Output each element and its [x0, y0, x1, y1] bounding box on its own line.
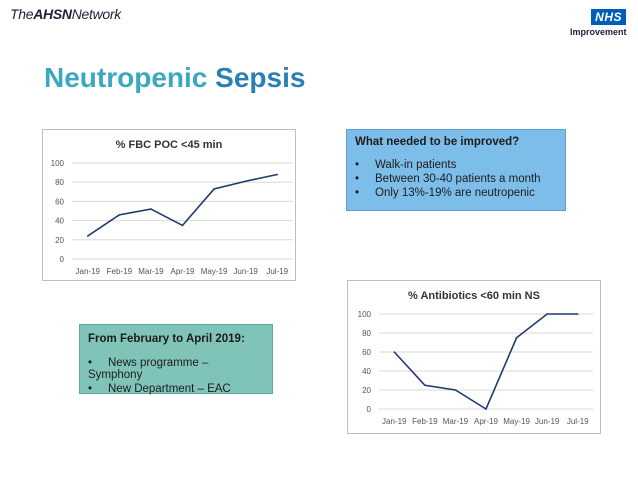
data-point	[276, 173, 279, 176]
x-tick-label: Jul-19	[567, 417, 589, 426]
list-item-text: New Department – EAC	[108, 383, 231, 395]
brand-suffix: Network	[71, 6, 122, 22]
nhs-sub-label: Improvement	[570, 27, 627, 37]
antibiotics-chart: % Antibiotics <60 min NS 0 20 40 60 80 100 Jan…	[347, 280, 601, 434]
x-tick-label: Feb-19	[412, 417, 438, 426]
brand-prefix: The	[10, 6, 34, 22]
x-tick-label: Feb-19	[107, 267, 133, 276]
y-tick-label: 100	[358, 310, 372, 319]
y-tick-label: 0	[60, 255, 65, 264]
interventions-box: From February to April 2019: • News progr…	[79, 324, 273, 395]
nhs-improvement-logo: NHS Improvement	[570, 8, 627, 37]
ahsn-network-logo: TheAHSNNetwork	[10, 6, 121, 22]
series-line	[87, 173, 278, 237]
bullet: •	[355, 159, 360, 171]
x-tick-label: Mar-19	[138, 267, 164, 276]
data-point	[181, 224, 184, 227]
x-tick-label: May-19	[201, 267, 228, 276]
title-part1: Neutropenic	[44, 62, 208, 93]
list-item-text: Only 13%-19% are neutropenic	[375, 187, 535, 199]
data-point	[576, 313, 579, 315]
antibiotics-chart-plot: 0 20 40 60 80 100 Jan-19 Feb-19 Mar-19 Apr-19 May-…	[358, 310, 593, 426]
bullet: •	[88, 383, 93, 395]
x-tick-label: Mar-19	[443, 417, 469, 426]
chart-title: % FBC POC <45 min	[115, 139, 223, 151]
x-tick-label: Apr-19	[170, 267, 195, 276]
chart-title: % Antibiotics <60 min NS	[408, 290, 540, 302]
data-point	[485, 408, 487, 410]
list-item-text: Walk-in patients	[375, 159, 457, 171]
page-title: Neutropenic Sepsis	[44, 62, 305, 94]
data-point	[244, 180, 247, 183]
improvement-heading: What needed to be improved?	[355, 136, 520, 148]
fbc-chart: % FBC POC <45 min 0 20 40 60 80 100 Jan-19 Feb-…	[42, 129, 296, 281]
brand-bold: AHSN	[33, 6, 72, 22]
data-point	[454, 389, 457, 391]
data-point	[393, 351, 396, 353]
fbc-chart-plot: 0 20 40 60 80 100 Jan-19 Feb-19 Mar-19 Apr-19 May-…	[51, 159, 293, 276]
list-item-text: Between 30-40 patients a month	[375, 173, 541, 185]
improvement-list: • Walk-in patients • Between 30-40 patient…	[355, 159, 557, 199]
y-tick-label: 40	[362, 367, 371, 376]
data-point	[150, 208, 152, 210]
interventions-list: • News programme – Symphony • New Departme…	[88, 357, 264, 395]
list-item: • Between 30-40 patients a month	[355, 173, 557, 185]
bullet: •	[355, 173, 360, 185]
interventions-heading: From February to April 2019:	[88, 333, 245, 345]
list-item: • Walk-in patients	[355, 159, 557, 171]
list-item: • New Department – EAC	[88, 383, 264, 395]
bullet: •	[88, 357, 93, 369]
x-tick-label: May-19	[503, 417, 530, 426]
x-tick-label: Jul-19	[266, 267, 288, 276]
y-tick-label: 100	[51, 159, 65, 168]
y-tick-label: 60	[362, 348, 371, 357]
title-part2: Sepsis	[215, 62, 306, 93]
data-point	[86, 235, 89, 237]
data-point	[118, 214, 121, 216]
x-tick-label: Jun-19	[535, 417, 560, 426]
x-tick-label: Jan-19	[382, 417, 407, 426]
data-point	[546, 313, 548, 315]
x-tick-label: Apr-19	[474, 417, 499, 426]
y-tick-label: 0	[367, 405, 372, 414]
y-tick-label: 40	[55, 217, 64, 226]
data-point	[213, 188, 215, 190]
data-point	[515, 336, 518, 339]
y-tick-label: 80	[55, 178, 64, 187]
y-tick-label: 80	[362, 329, 371, 338]
y-tick-label: 60	[55, 197, 64, 206]
improvement-needs-box: What needed to be improved? • Walk-in pat…	[346, 129, 566, 211]
y-tick-label: 20	[55, 236, 64, 245]
series-line	[393, 313, 578, 411]
list-item: • Only 13%-19% are neutropenic	[355, 187, 557, 199]
x-tick-label: Jan-19	[76, 267, 101, 276]
y-tick-label: 20	[362, 386, 371, 395]
bullet: •	[355, 187, 360, 199]
list-item: • News programme – Symphony	[88, 357, 264, 381]
nhs-label: NHS	[591, 9, 626, 25]
list-item-text: News programme – Symphony	[88, 357, 209, 381]
x-tick-label: Jun-19	[233, 267, 258, 276]
data-point	[424, 384, 426, 387]
